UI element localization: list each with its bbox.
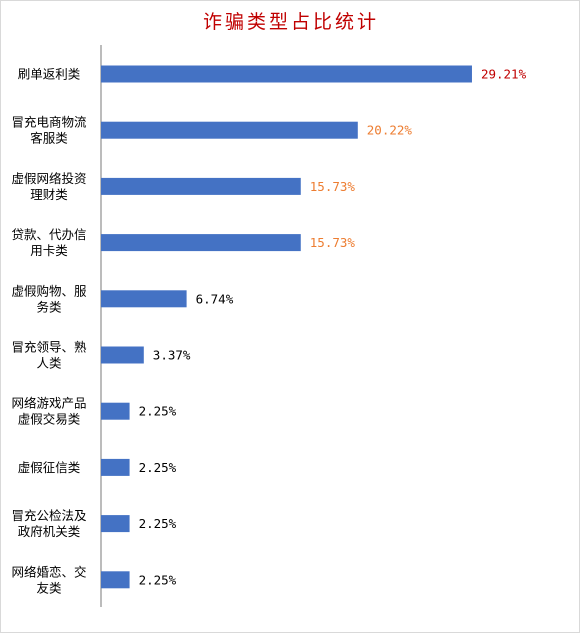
data-label: 2.25%: [139, 516, 177, 531]
data-label: 15.73%: [310, 235, 356, 250]
data-label: 2.25%: [139, 404, 177, 419]
bar: [101, 177, 301, 195]
data-label: 6.74%: [196, 291, 234, 306]
data-label: 3.37%: [153, 348, 191, 363]
category-label: 网络婚恋、交友类: [11, 564, 86, 595]
bar: [101, 234, 301, 252]
category-label: 冒充公检法及政府机关类: [11, 508, 87, 539]
data-label: 29.21%: [481, 67, 527, 82]
category-label: 冒充领导、熟人类: [11, 340, 87, 371]
chart-title: 诈骗类型占比统计: [202, 11, 379, 33]
bar: [101, 571, 130, 589]
bar: [101, 402, 130, 420]
category-label: 虚假购物、服务类: [11, 283, 87, 314]
category-label: 刷单返利类: [18, 67, 81, 82]
bar: [101, 121, 358, 139]
bar: [101, 65, 472, 83]
data-label: 2.25%: [139, 572, 177, 587]
bar: [101, 346, 144, 364]
bar: [101, 290, 187, 308]
category-label: 虚假征信类: [18, 460, 81, 475]
category-label: 虚假网络投资理财类: [11, 171, 86, 202]
data-label: 15.73%: [310, 179, 356, 194]
category-label: 贷款、代办信用卡类: [11, 227, 86, 258]
bar: [101, 458, 130, 476]
bar: [101, 515, 130, 533]
category-label: 冒充电商物流客服类: [11, 115, 87, 146]
category-label: 网络游戏产品虚假交易类: [11, 396, 86, 427]
data-label: 20.22%: [367, 123, 413, 138]
data-label: 2.25%: [139, 460, 177, 475]
